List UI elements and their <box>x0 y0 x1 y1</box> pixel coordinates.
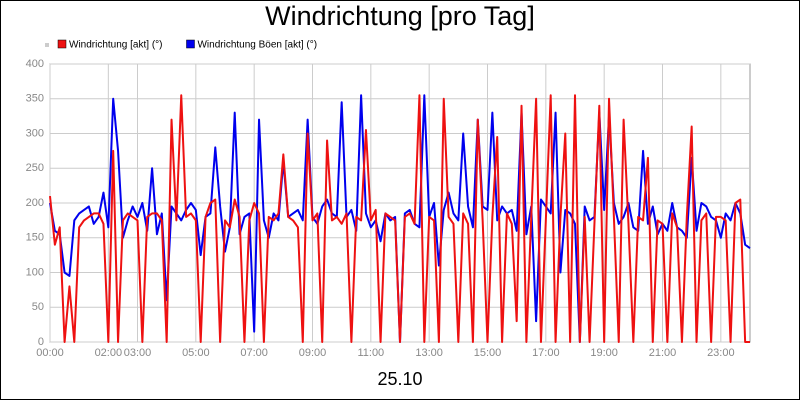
y-tick-label: 150 <box>26 232 44 244</box>
y-tick-label: 250 <box>26 162 44 174</box>
x-tick-label: 13:00 <box>415 347 443 359</box>
x-tick-label: 19:00 <box>590 347 618 359</box>
x-tick-label: 23:00 <box>707 347 735 359</box>
x-tick-label: 07:00 <box>240 347 268 359</box>
x-tick-label: 21:00 <box>649 347 677 359</box>
legend-swatch <box>186 39 195 49</box>
x-tick-label: 09:00 <box>299 347 327 359</box>
legend-swatch <box>57 39 67 49</box>
y-tick-label: 300 <box>26 127 44 139</box>
x-axis-label: 25.10 <box>377 369 422 389</box>
x-tick-label: 05:00 <box>182 347 210 359</box>
x-tick-label: 11:00 <box>357 347 384 359</box>
y-tick-label: 100 <box>26 266 44 278</box>
y-tick-label: 0 <box>38 336 44 348</box>
legend-label: Windrichtung Böen [akt] (°) <box>197 40 317 51</box>
y-tick-label: 200 <box>26 197 44 209</box>
y-tick-label: 350 <box>26 93 44 105</box>
legend-handle <box>45 43 49 47</box>
x-tick-label: 00:00 <box>36 347 64 359</box>
y-tick-label: 50 <box>32 301 44 313</box>
y-tick-label: 400 <box>26 58 44 70</box>
x-tick-label: 02:00 <box>95 347 123 359</box>
legend-label: Windrichtung [akt] (°) <box>69 40 162 51</box>
x-tick-label: 17:00 <box>532 347 560 359</box>
x-tick-label: 15:00 <box>474 347 502 359</box>
series-line <box>49 94 750 343</box>
x-tick-label: 03:00 <box>124 347 152 359</box>
chart-title: Windrichtung [pro Tag] <box>265 1 535 31</box>
